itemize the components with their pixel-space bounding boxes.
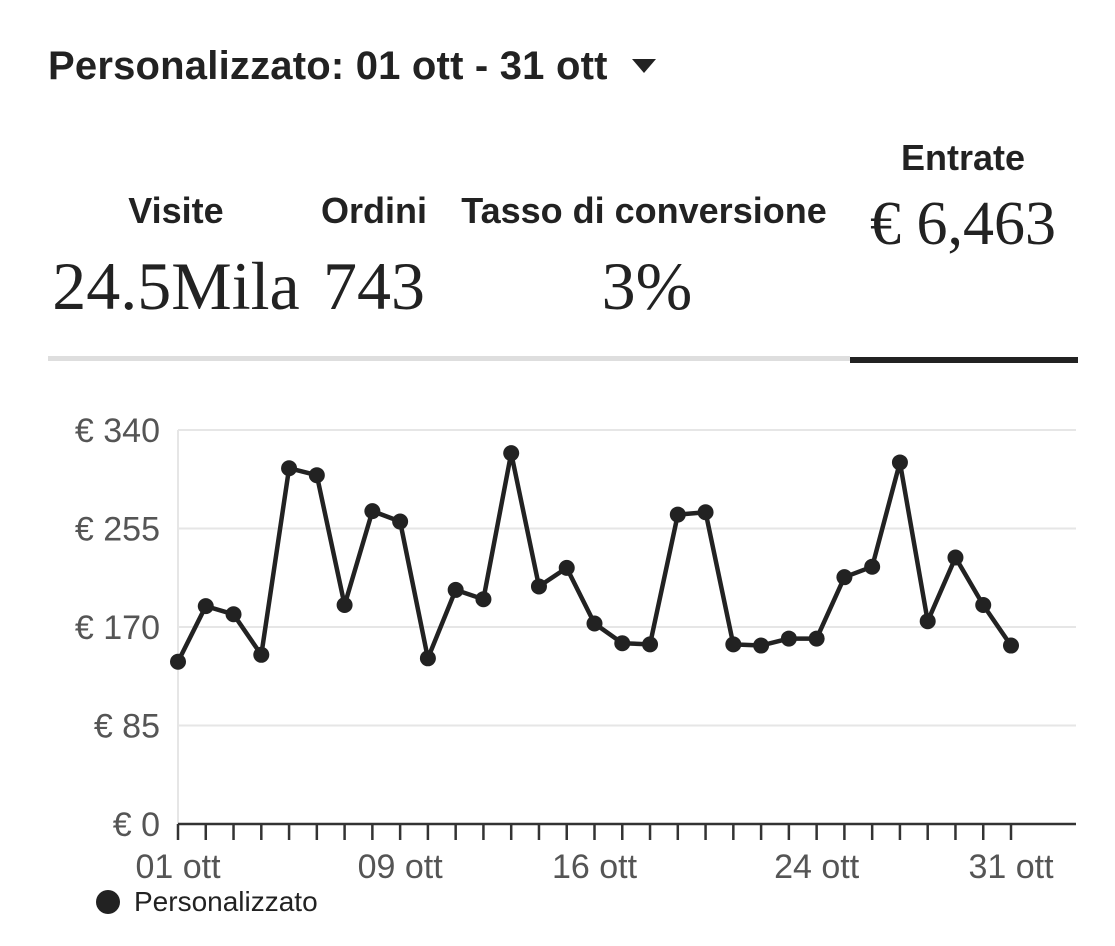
revenue-line-chart: € 340 € 255 € 170 € 85 € 0 01 ott 09 ott…: [75, 412, 1076, 880]
data-point: [808, 630, 825, 647]
active-tab-indicator: [850, 357, 1078, 363]
x-tick-label: 16 ott: [552, 848, 638, 880]
date-range-selector[interactable]: Personalizzato: 01 ott - 31 ott: [48, 38, 656, 94]
metric-tab-tasso-conversione[interactable]: Tasso di conversione 3%: [446, 190, 842, 320]
metric-tab-ordini[interactable]: Ordini 743: [312, 190, 436, 320]
data-point: [253, 646, 270, 663]
y-axis-labels: € 340 € 255 € 170 € 85 € 0: [75, 412, 160, 844]
metric-value: € 6,463: [870, 190, 1056, 258]
chart-grid: [177, 429, 1076, 824]
metric-tab-entrate[interactable]: Entrate € 6,463: [850, 140, 1076, 362]
data-point: [864, 558, 881, 575]
data-point: [725, 636, 742, 653]
data-point: [753, 637, 770, 654]
series-personalizzato: [170, 445, 1019, 670]
legend-label: Personalizzato: [134, 886, 318, 917]
data-point: [780, 630, 797, 647]
data-point: [975, 596, 992, 613]
data-point: [697, 504, 714, 521]
chart-legend: Personalizzato: [96, 886, 318, 918]
y-tick-label: € 340: [75, 412, 160, 450]
data-point: [392, 513, 409, 530]
y-tick-label: € 255: [75, 511, 160, 549]
data-point: [308, 467, 325, 484]
data-point: [836, 569, 853, 586]
x-tick-label: 09 ott: [358, 848, 444, 880]
x-axis: [176, 822, 1076, 840]
x-tick-label: 31 ott: [968, 848, 1054, 880]
data-point: [225, 606, 242, 623]
x-axis-labels: 01 ott 09 ott 16 ott 24 ott 31 ott: [135, 848, 1054, 880]
data-point: [586, 615, 603, 632]
tab-bar-divider: [48, 356, 850, 361]
y-tick-label: € 170: [75, 609, 160, 647]
metric-label: Visite: [128, 190, 224, 231]
data-point: [530, 578, 547, 595]
data-point: [170, 653, 186, 670]
metric-value: 3%: [601, 248, 693, 324]
data-point: [503, 445, 520, 462]
y-tick-label: € 0: [113, 806, 160, 844]
data-point: [642, 636, 659, 653]
data-point: [919, 613, 936, 630]
data-point: [281, 460, 298, 477]
data-point: [419, 650, 436, 667]
legend-marker: [96, 890, 120, 914]
data-point: [364, 503, 381, 520]
metric-label: Entrate: [900, 140, 1026, 178]
data-point: [891, 454, 908, 471]
metric-label: Tasso di conversione: [461, 190, 827, 231]
metric-tab-visite[interactable]: Visite 24.5Mila: [48, 190, 304, 320]
data-point: [197, 598, 214, 615]
data-point: [336, 596, 353, 613]
y-tick-label: € 85: [94, 708, 160, 746]
metric-label: Ordini: [321, 190, 427, 231]
data-point: [614, 635, 631, 652]
dropdown-caret-icon: [631, 59, 656, 73]
data-point: [1003, 637, 1019, 654]
date-range-label: Personalizzato: 01 ott - 31 ott: [48, 43, 608, 88]
data-point: [447, 581, 464, 598]
data-point: [947, 549, 964, 566]
data-point: [475, 591, 492, 608]
metric-value: 24.5Mila: [52, 248, 300, 324]
data-point: [558, 559, 575, 576]
metric-value: 743: [323, 248, 425, 324]
data-point: [669, 506, 686, 523]
x-tick-label: 01 ott: [135, 848, 221, 880]
x-tick-label: 24 ott: [774, 848, 860, 880]
